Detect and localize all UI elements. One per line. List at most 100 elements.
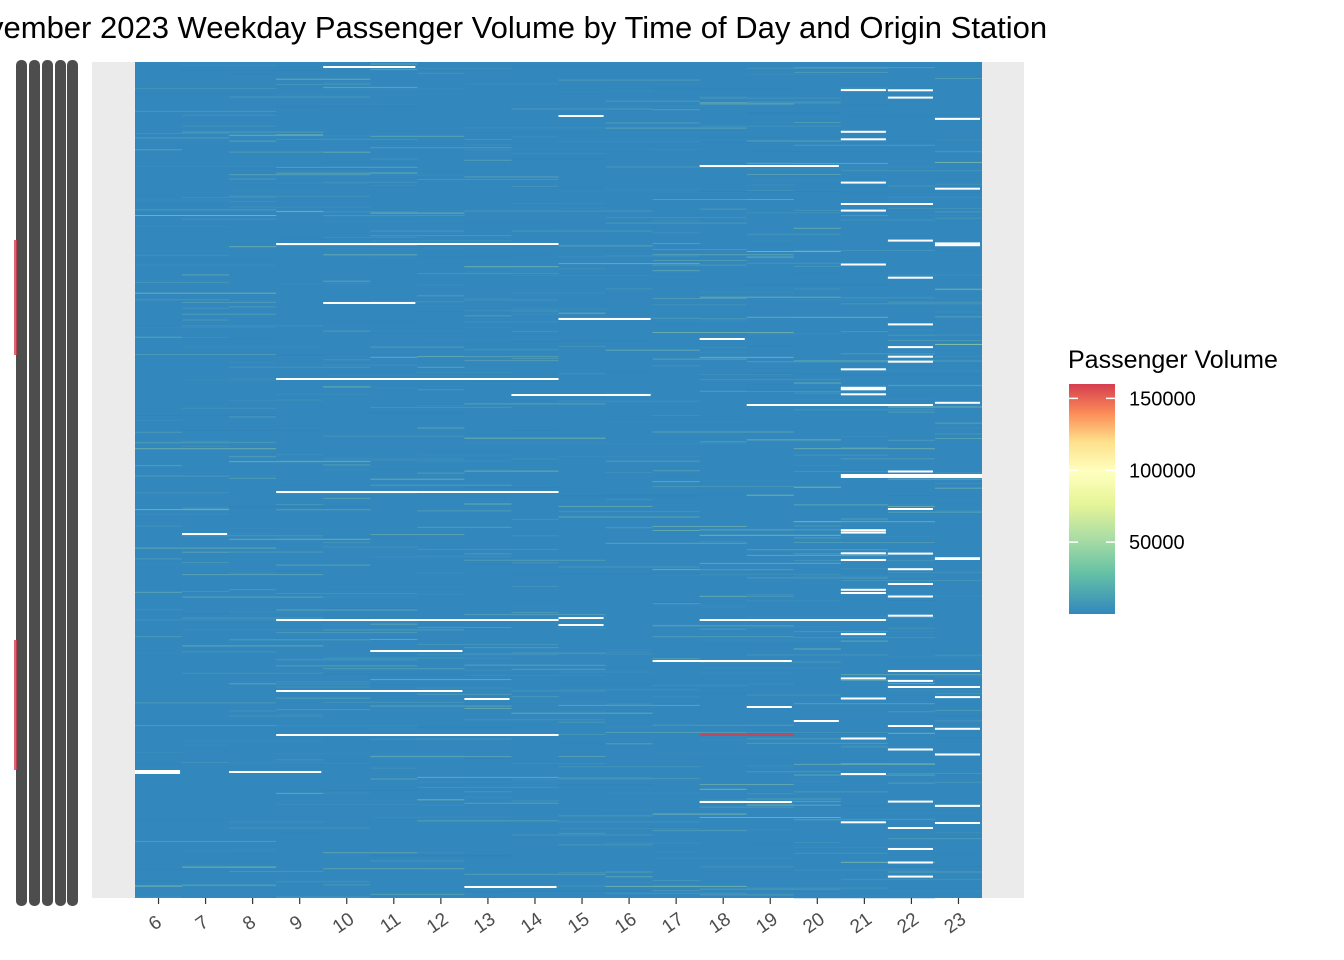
heatmap-cell (464, 470, 559, 472)
heatmap-cell (746, 262, 888, 264)
heatmap-cell (793, 819, 841, 821)
heatmap-cell (605, 892, 747, 894)
heatmap-cell (652, 249, 747, 251)
heatmap-cell (699, 866, 794, 868)
heatmap-cell (793, 454, 888, 456)
heatmap-cell (370, 855, 512, 857)
heatmap-cell (558, 683, 653, 685)
heatmap-cell (605, 653, 653, 655)
heatmap-cell (934, 737, 982, 739)
heatmap-cell (652, 624, 700, 626)
heatmap-cell (652, 525, 747, 527)
heatmap-cell (793, 637, 935, 639)
heatmap-cell (887, 411, 935, 413)
heatmap-cell (511, 292, 606, 294)
heatmap-cell (699, 888, 794, 890)
heatmap-cell (229, 399, 324, 401)
heatmap-cell (793, 504, 935, 506)
heatmap-cell (605, 188, 700, 190)
heatmap-cell (840, 385, 982, 387)
heatmap-cell (793, 537, 841, 539)
heatmap-cell (276, 166, 418, 168)
missing-cell (464, 698, 510, 700)
heatmap-cell (182, 551, 230, 553)
heatmap-cell (182, 407, 277, 409)
heatmap-cell (276, 283, 371, 284)
heatmap-cell (276, 182, 371, 184)
heatmap-cell (887, 732, 935, 734)
heatmap-cell (135, 751, 183, 753)
heatmap-cell (135, 292, 277, 294)
heatmap-cell (511, 430, 559, 432)
heatmap-cell (276, 632, 418, 634)
missing-cell (840, 368, 886, 371)
heatmap-cell (699, 125, 841, 127)
heatmap-cell (746, 842, 841, 844)
heatmap-cell (182, 440, 230, 442)
heatmap-cell (464, 647, 559, 649)
heatmap-cell (182, 617, 324, 619)
heatmap-cell (370, 240, 512, 242)
heatmap-cell (135, 763, 230, 765)
heatmap-cell (135, 619, 230, 621)
heatmap-cell (887, 334, 935, 336)
heatmap-cell (934, 300, 982, 302)
heatmap-cell (464, 210, 606, 212)
heatmap-cell (887, 838, 982, 840)
heatmap-cell (652, 220, 700, 222)
hot-cells (699, 733, 794, 736)
heatmap-cell (934, 289, 982, 291)
heatmap-cell (934, 709, 982, 711)
heatmap-cell (605, 703, 653, 705)
heatmap-cell (699, 441, 747, 443)
y-axis-tick-label (29, 60, 40, 906)
heatmap-cell (652, 552, 747, 554)
heatmap-cell (323, 359, 371, 361)
missing-cell (699, 619, 886, 621)
x-axis-tick-label: 22 (894, 909, 923, 938)
heatmap-cell (793, 703, 935, 705)
x-axis-tick-label: 7 (192, 912, 213, 935)
heatmap-cell (229, 140, 277, 142)
heatmap-cell (135, 443, 230, 445)
heatmap-cell (652, 109, 700, 111)
heatmap-cell (229, 422, 277, 424)
heatmap-cell (276, 244, 418, 246)
heatmap-cell (276, 138, 418, 140)
heatmap-cell (558, 245, 653, 247)
legend-ticks: 50000 100000 150000 (1069, 388, 1196, 554)
heatmap-cell (464, 237, 559, 239)
heatmap-cell (464, 139, 512, 140)
heatmap-cell (417, 726, 512, 728)
heatmap-cell (887, 479, 982, 480)
heatmap-cell (276, 831, 324, 833)
heatmap-cell (417, 311, 512, 313)
heatmap-cell (511, 469, 559, 471)
missing-cell (934, 696, 980, 699)
heatmap-cell (135, 885, 277, 887)
heatmap-cell (511, 784, 559, 785)
heatmap-cell (793, 575, 935, 577)
heatmap-cell (417, 627, 512, 628)
missing-cell (840, 209, 886, 212)
heatmap-cell (229, 589, 277, 591)
missing-cell (840, 393, 886, 396)
missing-cell (276, 378, 559, 380)
heatmap-cell (182, 866, 277, 868)
heatmap-cell (323, 608, 418, 609)
legend: Passenger Volume 50000 100000 150000 (1068, 346, 1278, 614)
heatmap-cell (276, 460, 418, 461)
heatmap-cell (558, 511, 700, 513)
heatmap-cell (182, 296, 324, 298)
heatmap-cell (135, 636, 183, 638)
heatmap-cell (276, 492, 418, 494)
x-axis-tick-label: 16 (611, 909, 640, 938)
heatmap-cell (370, 330, 465, 332)
heatmap-cell (746, 694, 841, 696)
heatmap-cell (370, 356, 418, 358)
heatmap-cell (323, 76, 371, 78)
heatmap-cell (370, 230, 465, 232)
heatmap-cell (323, 852, 465, 853)
heatmap-cell (652, 358, 747, 360)
